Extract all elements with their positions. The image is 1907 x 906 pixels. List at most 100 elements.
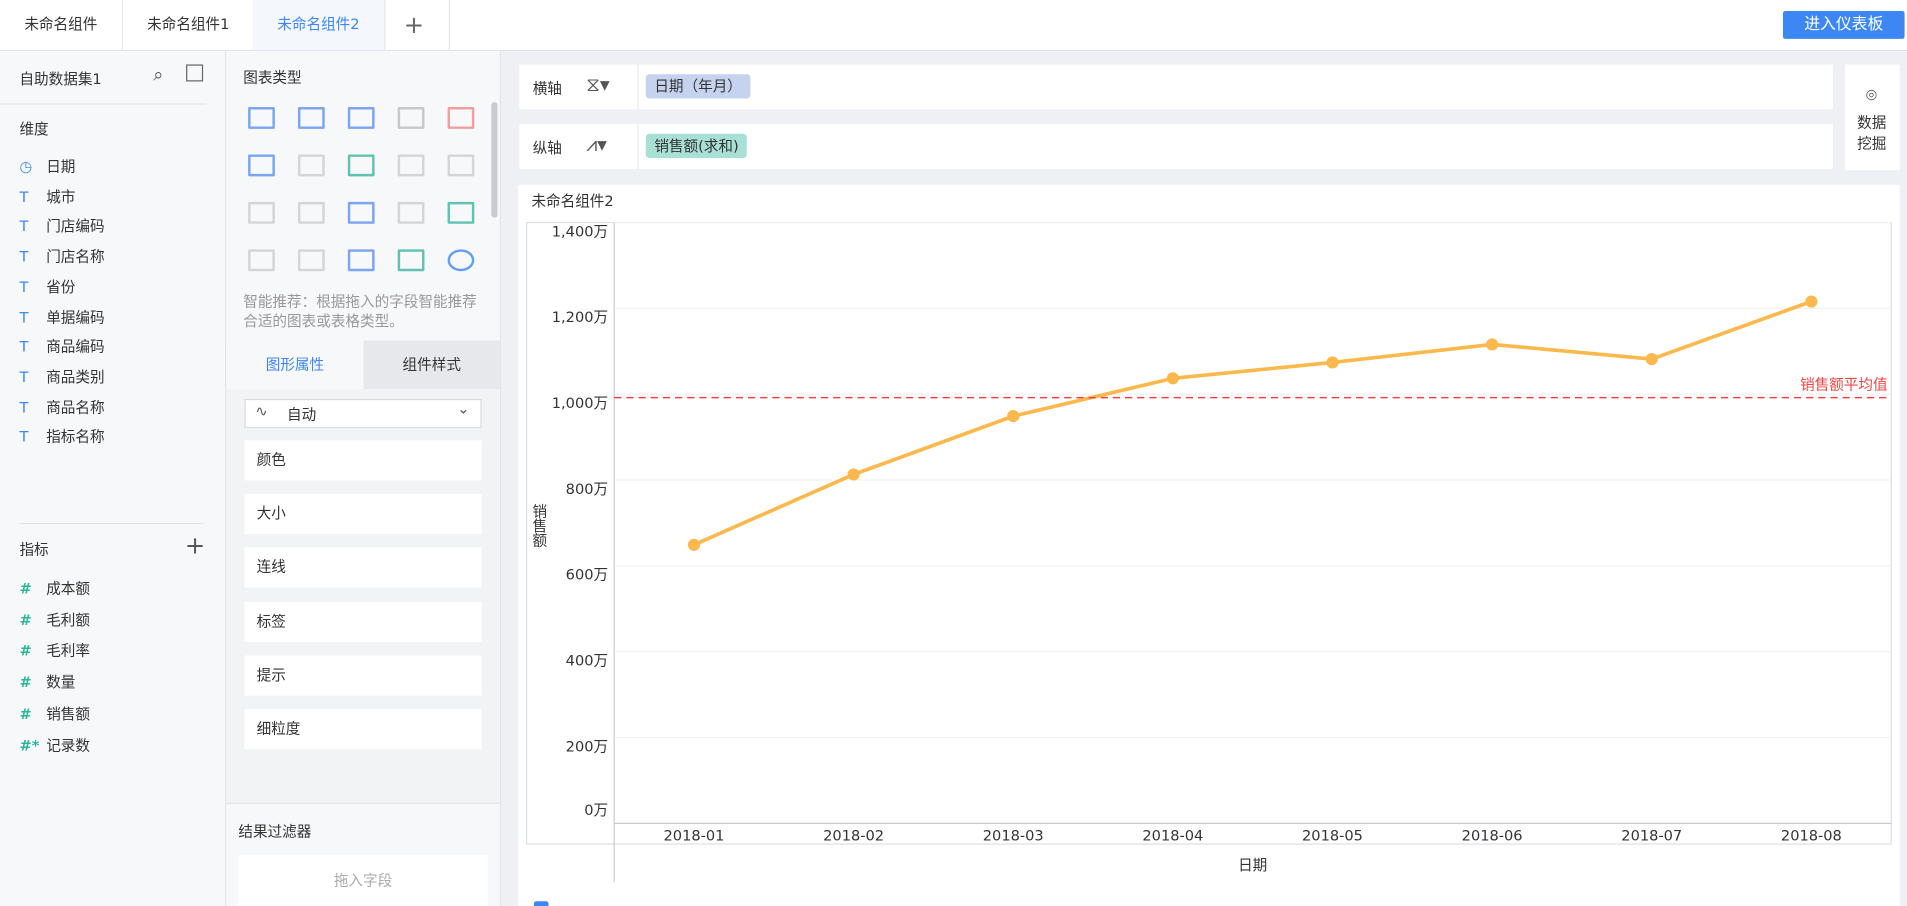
chart-type-icon[interactable] — [347, 154, 375, 177]
property-item[interactable]: 大小 — [244, 494, 482, 535]
chart-title: 未命名组件2 — [531, 192, 613, 210]
tab[interactable]: 未命名组件 — [0, 0, 123, 50]
field-icon: #* — [19, 736, 40, 754]
y-tick-label: 600万 — [566, 567, 608, 584]
field-icon: # — [19, 705, 32, 723]
divider — [637, 124, 639, 170]
property-item[interactable]: 提示 — [244, 655, 482, 696]
chart-type-icon[interactable] — [297, 201, 325, 224]
y-tick-label: 200万 — [566, 738, 608, 755]
divider — [19, 522, 205, 525]
chart-type-icon[interactable] — [397, 154, 425, 177]
x-tick-label: 2018-07 — [1621, 828, 1682, 845]
chart-type-icon[interactable] — [447, 107, 475, 129]
chart-type-icon[interactable] — [397, 107, 425, 129]
tab-bar: 未命名组件 未命名组件1 未命名组件2 + 进入仪表板 — [0, 0, 1907, 52]
chart-type-icon[interactable] — [248, 201, 275, 224]
chart-type-icon[interactable] — [347, 249, 375, 272]
field-icon: T — [19, 368, 29, 386]
axis-icon[interactable]: ⩘▾ — [586, 132, 607, 156]
x-tick-label: 2018-05 — [1302, 828, 1363, 845]
data-mining-button[interactable]: ◎ 数据挖掘 — [1844, 64, 1900, 171]
field-name: 门店名称 — [46, 248, 105, 266]
y-tick-label: 0万 — [584, 802, 608, 819]
field-icon: T — [19, 248, 29, 266]
chart-type-icon[interactable] — [347, 107, 375, 129]
y-tick-label: 1,400万 — [552, 223, 608, 240]
field-name: 毛利率 — [46, 642, 91, 660]
chart-type-icon[interactable] — [248, 154, 275, 177]
add-tab[interactable]: + — [379, 0, 450, 50]
mark-type-select[interactable]: 自动 — [244, 398, 482, 429]
point — [1486, 338, 1499, 351]
field-name: 商品编码 — [46, 338, 105, 356]
field-icon: T — [19, 398, 29, 416]
property-tab[interactable]: 图形属性 — [226, 340, 364, 390]
search-icon[interactable]: ⌕ — [153, 63, 164, 86]
y-tick-label: 1,000万 — [552, 395, 608, 412]
data-mining-label: 数据挖掘 — [1857, 114, 1887, 153]
y-shelf: 纵轴 ⩘▾ 销售额(求和) — [519, 124, 1833, 170]
chart-type-icon[interactable] — [347, 201, 375, 224]
y-axis-label: 销售额 — [530, 503, 547, 547]
field-icon: T — [19, 278, 29, 296]
field-icon: ◷ — [19, 158, 33, 176]
field-name: 记录数 — [46, 736, 91, 754]
shelf-label: 纵轴 — [532, 139, 562, 157]
point — [1326, 356, 1339, 369]
x-tick-label: 2018-08 — [1781, 828, 1842, 845]
chart-hint: 智能推荐：根据拖入的字段智能推荐合适的图表或表格类型。 — [243, 293, 477, 330]
field-name: 商品名称 — [46, 398, 105, 416]
x-tick-label: 2018-06 — [1462, 828, 1523, 845]
x-tick-label: 2018-01 — [664, 828, 725, 845]
mark-icon: ∿ — [255, 402, 268, 420]
field-pill[interactable]: 日期（年月） — [645, 74, 751, 99]
y-tick-label: 800万 — [566, 481, 608, 498]
field-pill[interactable]: 销售额(求和) — [645, 133, 748, 159]
chart-type-icon[interactable] — [248, 107, 275, 129]
chart-type-icon[interactable] — [447, 249, 475, 272]
property-item[interactable]: 细粒度 — [244, 709, 482, 750]
dropdown-arrow: ⌄ — [457, 400, 470, 418]
chart-card: 未命名组件2 0万 200万 400万 600万 800万 1,000万 1,200万 1,4… — [518, 184, 1900, 906]
dashboard-button[interactable]: 进入仪表板 — [1782, 10, 1905, 39]
section-title: 图表类型 — [243, 69, 302, 87]
field-icon: # — [19, 611, 32, 629]
mining-icon: ◎ — [1865, 86, 1878, 103]
add-measure[interactable]: + — [184, 530, 206, 560]
property-item[interactable]: 连线 — [244, 547, 482, 588]
chart-type-icon[interactable] — [447, 154, 475, 177]
tab[interactable]: 未命名组件1 — [123, 0, 255, 50]
field-panel: 自助数据集1 ⌕ 维度 指标 + ◷ 日期 T 城市 T 门店编码 T 门店名称 T 省份 T 单据编… — [0, 51, 227, 906]
axis-icon[interactable]: ⧖▾ — [586, 72, 610, 97]
plot-border — [526, 221, 1892, 845]
chart-type-icon[interactable] — [447, 201, 475, 224]
chart-type-icon[interactable] — [297, 249, 325, 272]
point — [687, 538, 701, 551]
section-title: 维度 — [19, 120, 49, 138]
field-icon: T — [19, 308, 29, 326]
property-tab[interactable]: 组件样式 — [363, 340, 500, 390]
field-name: 成本额 — [46, 580, 91, 598]
field-icon: T — [19, 338, 29, 356]
field-icon: # — [19, 580, 32, 598]
field-name: 毛利额 — [46, 611, 91, 629]
chart-type-icon[interactable] — [397, 249, 425, 272]
reference-label: 销售额平均值 — [1800, 376, 1887, 393]
field-icon: T — [19, 428, 29, 446]
filter-drop[interactable]: 拖入字段 — [238, 854, 488, 906]
line — [693, 299, 1813, 547]
property-item[interactable]: 颜色 — [244, 440, 482, 481]
switch-icon[interactable] — [186, 64, 204, 82]
point — [1645, 352, 1658, 366]
chart-type-icon[interactable] — [397, 201, 425, 224]
chart-type-icon[interactable] — [297, 107, 325, 129]
show-all-checkbox — [533, 901, 549, 906]
property-item[interactable]: 标签 — [244, 601, 482, 642]
x-tick-label: 2018-02 — [823, 828, 884, 845]
field-name: 商品类别 — [46, 368, 105, 386]
tab[interactable]: 未命名组件2 — [252, 0, 386, 50]
chart-type-icon[interactable] — [297, 154, 325, 177]
chart-type-icon[interactable] — [248, 249, 275, 272]
